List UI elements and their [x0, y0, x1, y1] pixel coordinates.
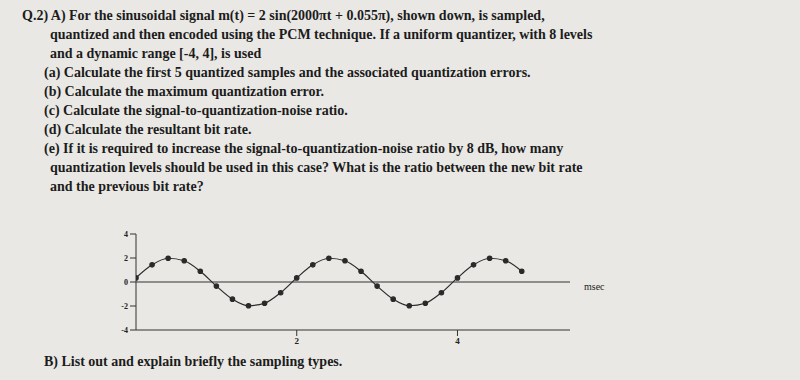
html-text:and a dynamic range [-4, 4], i: and a dynamic range [-4, 4], is used [50, 46, 262, 61]
html-text:B) List out and explain briefl: B) List out and explain briefly the samp… [44, 354, 343, 369]
html-text:(b) Calculate the maximum quan: (b) Calculate the maximum quantization e… [44, 84, 324, 99]
html-text:(d) Calculate the resultant bi: (d) Calculate the resultant bit rate. [44, 122, 252, 137]
svg-text:2: 2 [294, 336, 299, 346]
svg-text:-4: -4 [121, 326, 128, 335]
html-text:msec: msec [584, 281, 605, 292]
svg-text:-2: -2 [121, 302, 128, 311]
html-text:(c) Calculate the signal-to-qu: (c) Calculate the signal-to-quantization… [44, 103, 348, 118]
svg-text:4: 4 [124, 230, 128, 239]
html-text:(e) If it is required to incre: (e) If it is required to increase the si… [44, 141, 564, 156]
html-text:and the previous bit rate?: and the previous bit rate? [50, 179, 204, 194]
html-text:Q.2) A) For the sinusoidal sig: Q.2) A) For the sinusoidal signal m(t) =… [22, 8, 545, 23]
html-text:quantization levels should be: quantization levels should be used in th… [50, 160, 583, 175]
svg-text:2: 2 [124, 254, 128, 263]
svg-text:0: 0 [124, 278, 128, 287]
svg-text:4: 4 [455, 336, 460, 346]
html-text:(a) Calculate the first 5 quan: (a) Calculate the first 5 quantized samp… [44, 65, 531, 80]
html-text:quantized and then encoded usi: quantized and then encoded using the PCM… [50, 27, 593, 42]
